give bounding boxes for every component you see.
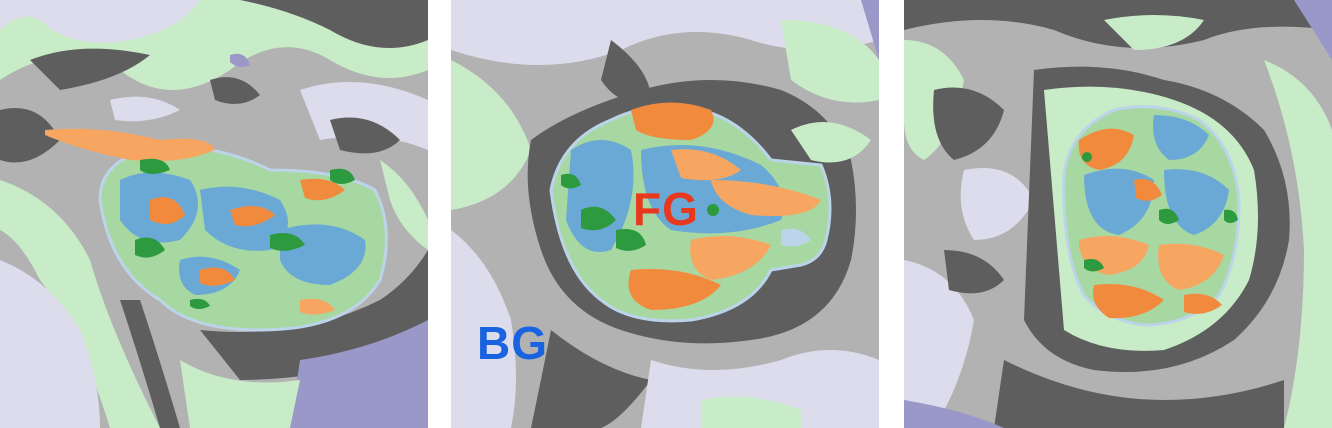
background-label: BG — [477, 320, 548, 366]
coronal-slice-image — [904, 0, 1332, 428]
sagittal-slice-image — [0, 0, 428, 428]
sagittal-slice-panel — [0, 0, 428, 428]
coronal-slice-panel — [904, 0, 1332, 428]
axial-slice-panel: FG BG — [451, 0, 879, 428]
foreground-label: FG — [633, 186, 699, 232]
